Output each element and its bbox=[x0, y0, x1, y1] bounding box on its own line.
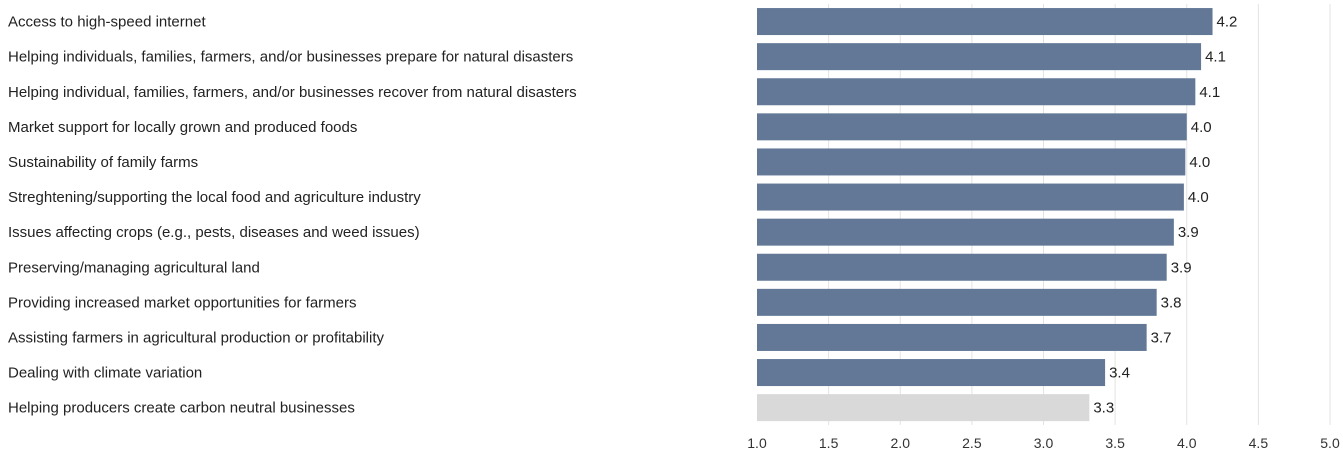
data-label: 3.7 bbox=[1151, 329, 1172, 346]
data-label: 3.3 bbox=[1093, 400, 1114, 417]
x-tick-label: 1.0 bbox=[747, 435, 767, 451]
category-label: Sustainability of family farms bbox=[8, 154, 198, 171]
bar bbox=[757, 113, 1187, 141]
bar bbox=[757, 78, 1196, 106]
category-label: Assisting farmers in agricultural produc… bbox=[8, 329, 384, 346]
x-tick-label: 2.0 bbox=[891, 435, 911, 451]
x-tick-label: 2.5 bbox=[962, 435, 982, 451]
data-label: 4.1 bbox=[1199, 84, 1220, 101]
bar bbox=[757, 288, 1157, 316]
x-axis-ticks: 1.0 1.5 2.0 2.5 3.0 3.5 4.0 4.5 5.0 bbox=[747, 435, 1340, 451]
x-tick-label: 4.0 bbox=[1177, 435, 1197, 451]
bar bbox=[757, 43, 1202, 71]
x-tick-label: 4.5 bbox=[1249, 435, 1269, 451]
category-label: Issues affecting crops (e.g., pests, dis… bbox=[8, 224, 420, 241]
data-label: 3.9 bbox=[1171, 259, 1192, 276]
data-label: 4.0 bbox=[1188, 189, 1209, 206]
value-labels: 4.2 4.1 4.1 4.0 4.0 4.0 3.9 3.9 3.8 3.7 3.4 3.3 bbox=[1093, 14, 1237, 417]
bar bbox=[757, 218, 1174, 246]
category-label: Helping individuals, families, farmers, … bbox=[8, 49, 573, 66]
x-tick-label: 3.5 bbox=[1105, 435, 1125, 451]
category-label: Dealing with climate variation bbox=[8, 365, 202, 382]
bar bbox=[757, 394, 1090, 422]
data-label: 4.2 bbox=[1217, 14, 1238, 31]
category-label: Preserving/managing agricultural land bbox=[8, 259, 260, 276]
bar bbox=[757, 8, 1213, 36]
bar bbox=[757, 148, 1186, 176]
bar bbox=[757, 183, 1184, 211]
gridlines bbox=[828, 4, 1331, 425]
data-label: 4.0 bbox=[1189, 154, 1210, 171]
bar bbox=[757, 253, 1167, 281]
x-tick-label: 3.0 bbox=[1034, 435, 1054, 451]
data-label: 4.0 bbox=[1191, 119, 1212, 136]
category-labels: Access to high-speed internet Helping ind… bbox=[8, 14, 577, 417]
category-label: Streghtening/supporting the local food a… bbox=[8, 189, 421, 206]
category-label: Market support for locally grown and pro… bbox=[8, 119, 357, 136]
x-tick-label: 5.0 bbox=[1320, 435, 1340, 451]
category-label: Access to high-speed internet bbox=[8, 14, 206, 31]
category-label: Helping producers create carbon neutral … bbox=[8, 400, 355, 417]
x-tick-label: 1.5 bbox=[819, 435, 839, 451]
category-label: Helping individual, families, farmers, a… bbox=[8, 84, 577, 101]
bars bbox=[757, 8, 1213, 422]
data-label: 3.4 bbox=[1109, 365, 1130, 382]
bar bbox=[757, 359, 1106, 387]
data-label: 3.9 bbox=[1178, 224, 1199, 241]
bar bbox=[757, 323, 1147, 351]
data-label: 4.1 bbox=[1205, 49, 1226, 66]
data-label: 3.8 bbox=[1161, 294, 1182, 311]
category-label: Providing increased market opportunities… bbox=[8, 294, 357, 311]
